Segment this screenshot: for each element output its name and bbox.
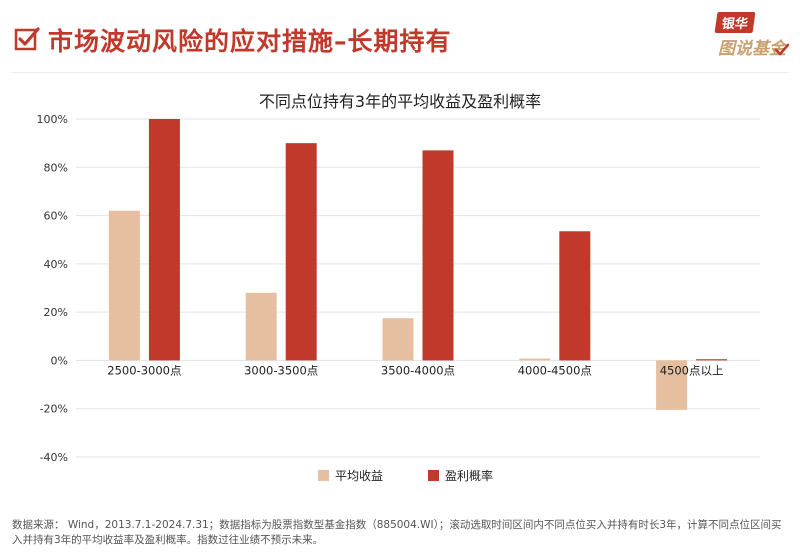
bar-profit-prob bbox=[696, 359, 728, 361]
bar-profit-prob bbox=[559, 231, 591, 361]
logo-check-icon bbox=[774, 43, 790, 56]
y-tick-label: -40% bbox=[40, 451, 68, 464]
x-tick-label: 2500-3000点 bbox=[107, 363, 181, 377]
bar-avg-return bbox=[519, 358, 551, 361]
bar-profit-prob bbox=[285, 143, 317, 361]
y-tick-label: 20% bbox=[44, 306, 68, 319]
bar-profit-prob bbox=[422, 150, 454, 361]
y-tick-label: 60% bbox=[44, 210, 68, 223]
page-title: 市场波动风险的应对措施–长期持有 bbox=[48, 27, 452, 56]
brand-logo: 银华 图说基金 bbox=[696, 12, 790, 62]
legend-swatch bbox=[318, 470, 329, 481]
checkbox-icon bbox=[14, 27, 40, 51]
bar-avg-return bbox=[656, 360, 688, 410]
y-tick-label: 0% bbox=[51, 354, 68, 367]
bar-profit-prob bbox=[148, 119, 180, 361]
x-tick-label: 4500点以上 bbox=[660, 363, 724, 377]
chart-panel bbox=[12, 72, 788, 505]
legend-label: 平均收益 bbox=[335, 469, 383, 483]
legend-label: 盈利概率 bbox=[445, 468, 493, 483]
x-tick-label: 3000-3500点 bbox=[244, 363, 318, 377]
bar-avg-return bbox=[108, 210, 140, 361]
y-tick-label: 40% bbox=[44, 258, 68, 271]
chart-title: 不同点位持有3年的平均收益及盈利概率 bbox=[258, 92, 542, 111]
y-tick-label: 80% bbox=[44, 161, 68, 174]
logo-bottom-text: 图说基金 bbox=[718, 39, 786, 59]
footnote: 数据来源： Wind，2013.7.1-2024.7.31；数据指标为股票指数型… bbox=[12, 519, 782, 546]
x-tick-label: 3500-4000点 bbox=[381, 363, 455, 377]
header: 市场波动风险的应对措施–长期持有 银华 图说基金 bbox=[0, 0, 800, 72]
legend-swatch bbox=[428, 470, 439, 481]
bar-avg-return bbox=[382, 318, 414, 361]
bar-avg-return bbox=[245, 292, 277, 361]
y-tick-label: 100% bbox=[37, 113, 68, 126]
y-tick-label: -20% bbox=[40, 403, 68, 416]
x-tick-label: 4000-4500点 bbox=[518, 363, 592, 377]
